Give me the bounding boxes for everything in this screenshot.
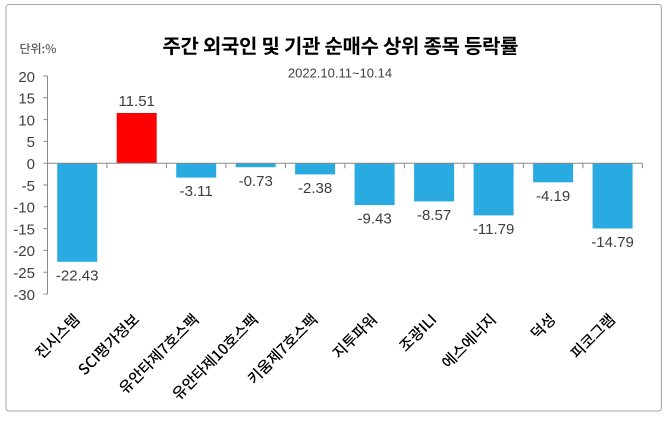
svg-text:11.51: 11.51: [118, 93, 154, 110]
svg-text:20: 20: [18, 69, 35, 86]
svg-text:-30: -30: [13, 287, 35, 304]
svg-text:-0.73: -0.73: [239, 173, 273, 190]
svg-text:2022.10.11~10.14: 2022.10.11~10.14: [288, 66, 392, 81]
svg-text:15: 15: [18, 91, 35, 108]
svg-text:-10: -10: [13, 200, 35, 217]
svg-text:-9.43: -9.43: [357, 211, 391, 228]
svg-text:-2.38: -2.38: [298, 180, 332, 197]
svg-text:-8.57: -8.57: [417, 207, 451, 224]
svg-text:-15: -15: [13, 221, 35, 238]
svg-text:-11.79: -11.79: [473, 221, 514, 238]
svg-text:0: 0: [27, 156, 35, 173]
svg-text:-3.11: -3.11: [180, 183, 213, 200]
svg-text:-4.19: -4.19: [536, 188, 570, 205]
svg-text:-14.79: -14.79: [591, 234, 634, 251]
svg-text:5: 5: [27, 134, 35, 151]
svg-text:-5: -5: [22, 178, 35, 195]
svg-text:-25: -25: [13, 265, 35, 282]
svg-text:-22.43: -22.43: [56, 267, 99, 284]
svg-text:-20: -20: [13, 243, 35, 260]
svg-text:10: 10: [18, 112, 35, 129]
